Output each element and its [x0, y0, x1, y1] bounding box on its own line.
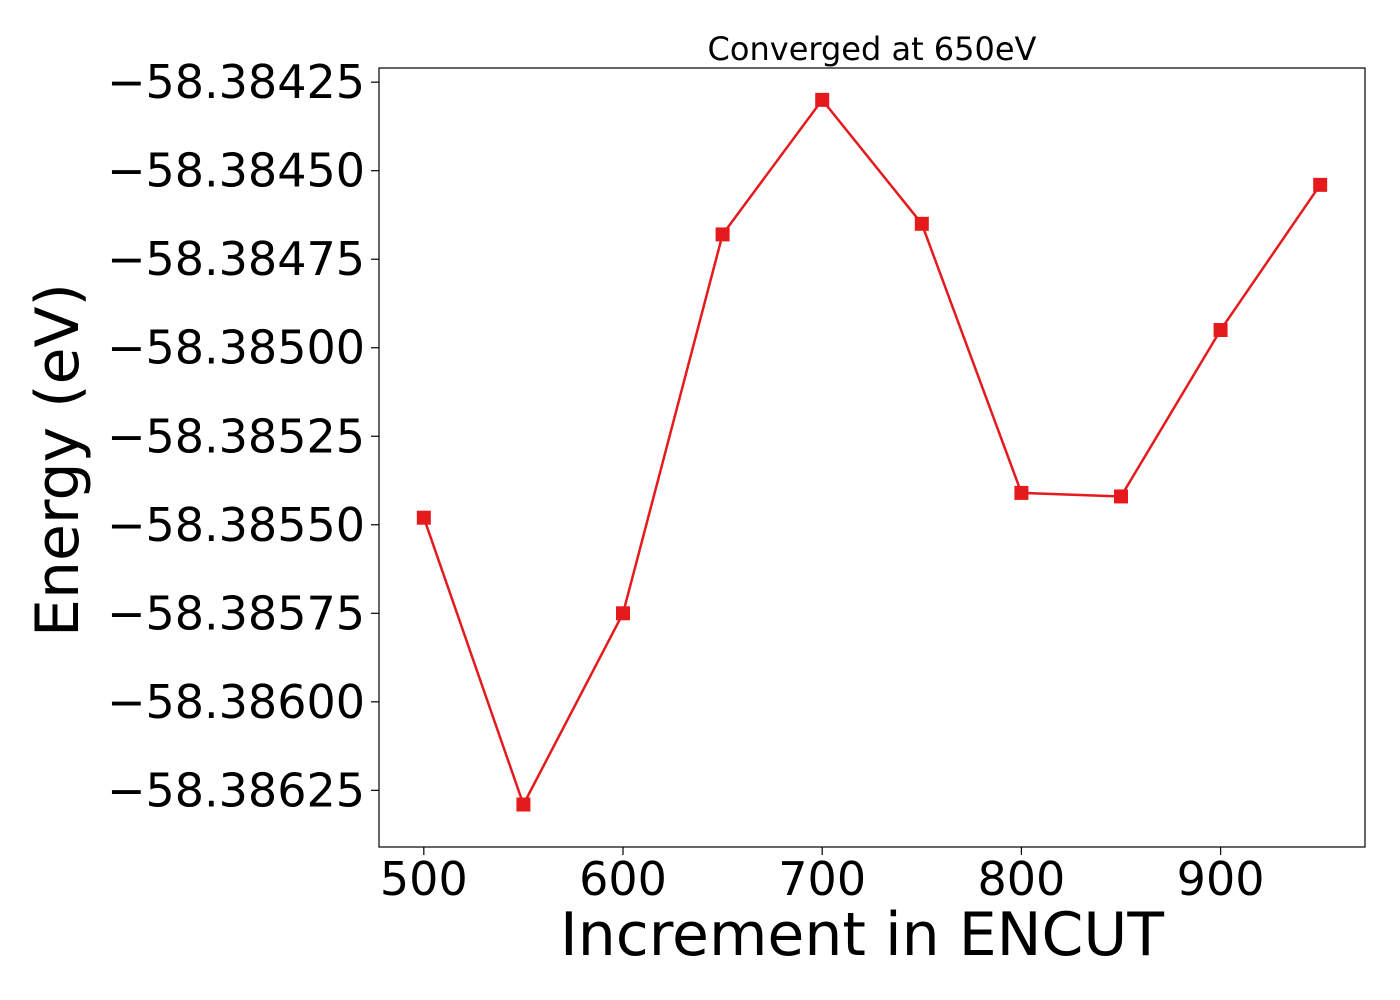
data-point — [1213, 323, 1228, 338]
y-tick-label: −58.38475 — [107, 232, 365, 286]
data-point — [1014, 485, 1029, 500]
y-tick-label: −58.38425 — [107, 55, 365, 109]
x-tick-label: 800 — [977, 852, 1065, 906]
x-axis: 500 600 700 800 900 — [380, 847, 1265, 906]
y-tick-label: −58.38525 — [107, 409, 365, 463]
series-group — [416, 92, 1328, 812]
y-tick-label: −58.38450 — [107, 144, 365, 198]
data-point — [914, 216, 929, 231]
x-tick-label: 700 — [778, 852, 866, 906]
y-tick-label: −58.38600 — [107, 675, 365, 729]
y-tick-label: −58.38575 — [107, 586, 365, 640]
plot-area — [378, 67, 1366, 848]
y-tick-label: −58.38625 — [107, 763, 365, 817]
y-axis: −58.38425 −58.38450 −58.38475 −58.38500 −58.… — [107, 55, 379, 817]
x-tick-label: 900 — [1177, 852, 1265, 906]
x-tick-label: 500 — [380, 852, 468, 906]
y-axis-label: Energy (eV) — [23, 283, 93, 637]
chart-title: Converged at 650eV — [708, 30, 1037, 68]
data-point — [516, 797, 531, 812]
data-point — [1113, 489, 1128, 504]
y-tick-label: −58.38550 — [107, 498, 365, 552]
x-tick-label: 600 — [579, 852, 667, 906]
data-point — [1313, 177, 1328, 192]
data-point — [616, 606, 631, 621]
x-axis-label: Increment in ENCUT — [560, 900, 1164, 970]
data-point — [815, 92, 830, 107]
y-tick-label: −58.38500 — [107, 321, 365, 375]
data-point — [416, 510, 431, 525]
series-line — [422, 97, 1322, 808]
data-point — [715, 227, 730, 242]
